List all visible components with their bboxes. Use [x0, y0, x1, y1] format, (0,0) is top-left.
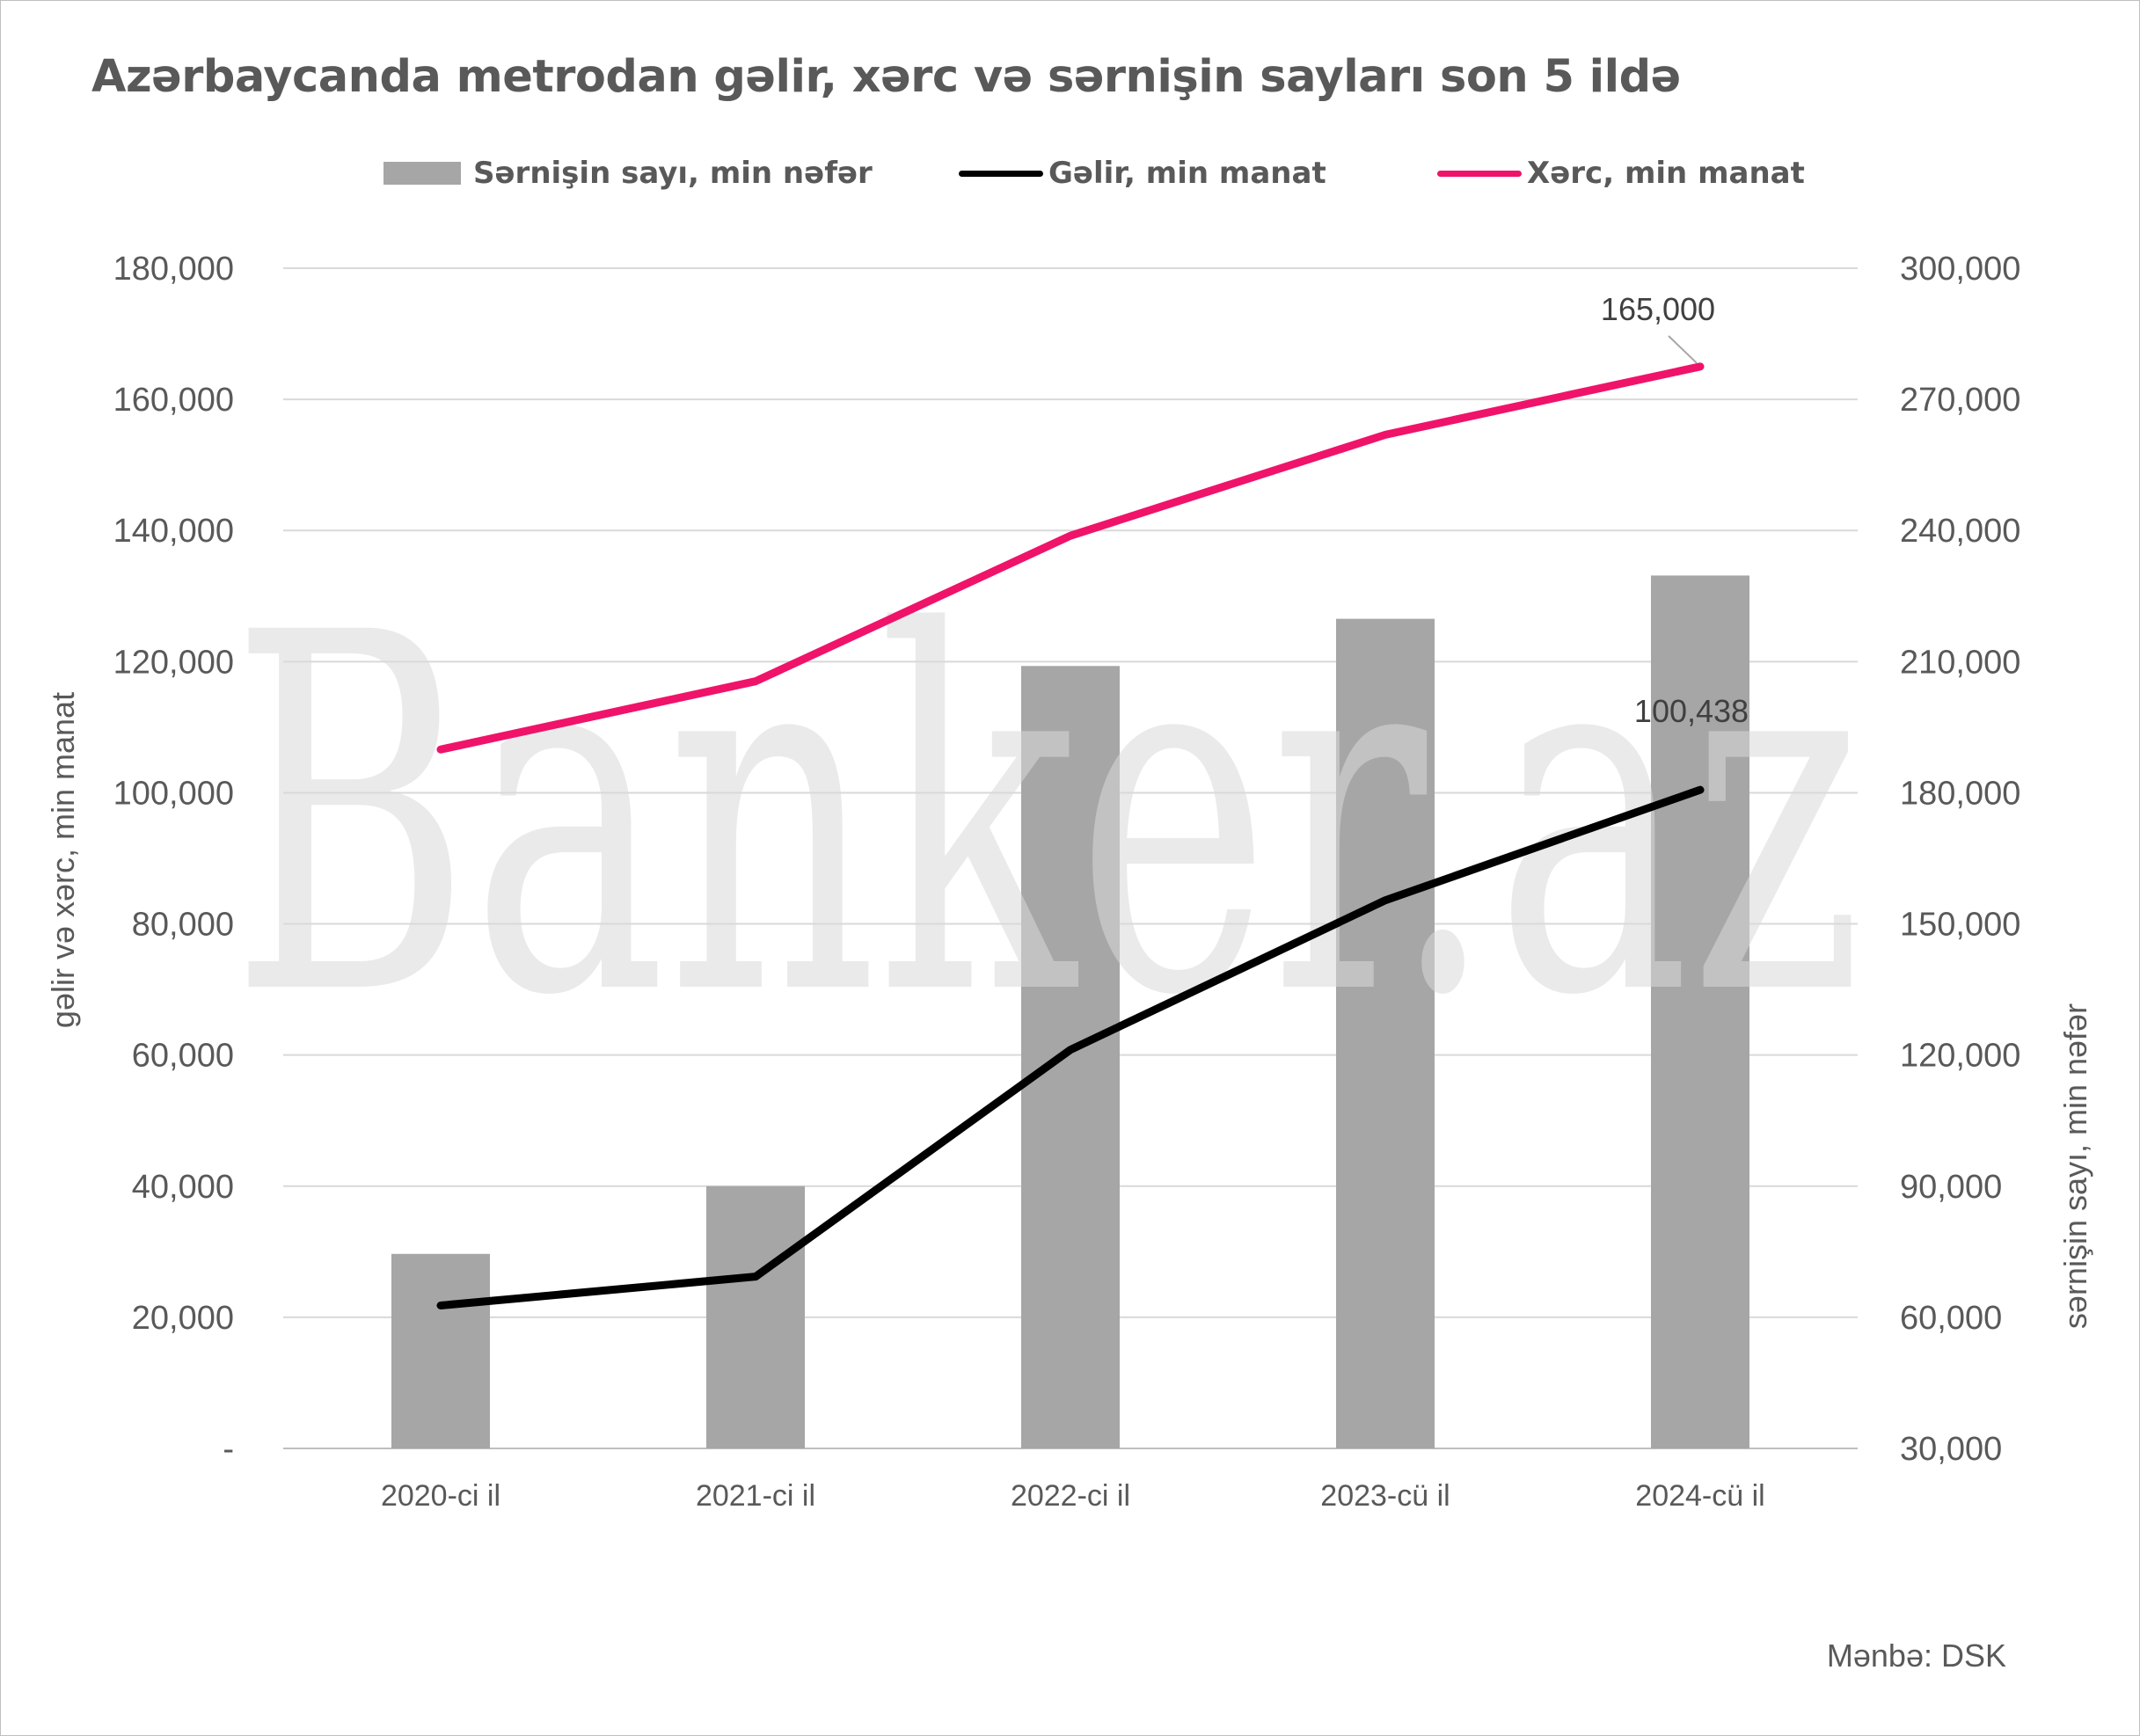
- legend-item-revenue: Gəlir, min manat: [959, 151, 1326, 195]
- x-tick-label: 2022-ci il: [1011, 1479, 1130, 1513]
- data-label-leader: [1668, 335, 1698, 364]
- bar: [706, 1185, 805, 1448]
- line-point: [1068, 1047, 1073, 1053]
- bar: [391, 1253, 490, 1448]
- line-point: [438, 1302, 443, 1309]
- bar: [1651, 575, 1749, 1448]
- right-tick-label: 300,000: [1900, 251, 2020, 288]
- right-tick-label: 90,000: [1900, 1169, 2002, 1206]
- right-tick-label: 30,000: [1900, 1431, 2002, 1468]
- bar: [1336, 618, 1435, 1448]
- left-tick-label: 100,000: [113, 775, 234, 812]
- line-point: [1383, 897, 1388, 903]
- left-axis-ticks: - 20,000 40,000 60,000 80,000 100,000 120,000 1…: [113, 251, 234, 1468]
- data-label-expense-2024: 165,000: [1601, 291, 1715, 327]
- x-tick-label: 2023-cü il: [1320, 1479, 1450, 1513]
- x-axis-ticks: 2020-ci il 2021-ci il 2022-ci il 2023-cü il…: [381, 1479, 1765, 1513]
- line-point: [1698, 787, 1703, 793]
- watermark: Banker.az: [230, 530, 1863, 1104]
- right-tick-label: 270,000: [1900, 382, 2020, 419]
- line-point: [753, 1273, 758, 1280]
- data-labels: 165,000 100,438: [1601, 291, 1749, 729]
- line-point: [1383, 432, 1388, 438]
- right-tick-label: 240,000: [1900, 513, 2020, 550]
- legend-swatch-revenue: [959, 170, 1043, 177]
- right-tick-label: 60,000: [1900, 1300, 2002, 1337]
- left-tick-label: -: [223, 1431, 234, 1468]
- legend-label-revenue: Gəlir, min manat: [1048, 156, 1326, 191]
- line-series: [436, 362, 1705, 1309]
- legend-swatch-expense: [1437, 170, 1522, 177]
- right-tick-label: 180,000: [1900, 775, 2020, 812]
- data-label-revenue-2024: 100,438: [1634, 693, 1749, 729]
- bar: [1021, 666, 1120, 1448]
- right-axis-label: sərnişin sayı, min nəfər: [2057, 1003, 2093, 1329]
- right-axis-ticks: 30,000 60,000 90,000 120,000 150,000 180,000 2…: [1900, 251, 2020, 1468]
- left-tick-label: 40,000: [132, 1169, 234, 1206]
- line-point: [753, 678, 758, 684]
- legend-item-expense: Xərc, min manat: [1437, 151, 1805, 195]
- left-tick-label: 160,000: [113, 382, 234, 419]
- line-point: [1068, 533, 1073, 539]
- x-tick-label: 2024-cü il: [1635, 1479, 1764, 1513]
- line-point: [1698, 363, 1703, 369]
- left-tick-label: 180,000: [113, 251, 234, 288]
- left-tick-label: 20,000: [132, 1300, 234, 1337]
- right-tick-label: 150,000: [1900, 907, 2020, 944]
- bar-series-passengers: [391, 575, 1749, 1448]
- left-axis-label: gəlir və xərc, min manat: [45, 692, 81, 1028]
- x-tick-label: 2021-ci il: [696, 1479, 815, 1513]
- legend-label-expense: Xərc, min manat: [1527, 156, 1805, 191]
- left-tick-label: 60,000: [132, 1038, 234, 1075]
- legend-label-passengers: Sərnişin sayı, min nəfər: [473, 156, 873, 191]
- legend-swatch-passengers: [383, 162, 461, 185]
- left-tick-label: 120,000: [113, 644, 234, 681]
- left-tick-label: 80,000: [132, 907, 234, 944]
- watermark-text: Banker.az: [230, 530, 1863, 1104]
- legend-item-passengers: Sərnişin sayı, min nəfər: [383, 151, 873, 195]
- left-tick-label: 140,000: [113, 513, 234, 550]
- line-point: [438, 747, 443, 753]
- source-note: Mənbə: DSK: [1826, 1638, 2006, 1674]
- right-tick-label: 210,000: [1900, 644, 2020, 681]
- x-tick-label: 2020-ci il: [381, 1479, 500, 1513]
- right-tick-label: 120,000: [1900, 1038, 2020, 1075]
- chart-title: Azərbaycanda metrodan gəlir, xərc və sər…: [91, 51, 1681, 103]
